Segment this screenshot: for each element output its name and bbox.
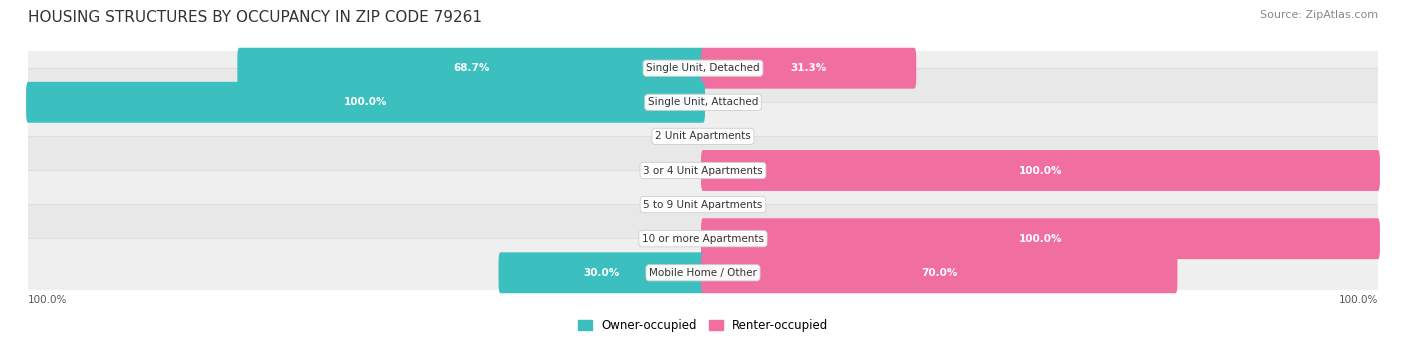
- Text: 0.0%: 0.0%: [720, 131, 747, 142]
- Text: 0.0%: 0.0%: [720, 97, 747, 107]
- Text: 10 or more Apartments: 10 or more Apartments: [643, 234, 763, 244]
- FancyBboxPatch shape: [702, 252, 1177, 293]
- FancyBboxPatch shape: [25, 102, 1381, 170]
- Text: 0.0%: 0.0%: [659, 199, 686, 210]
- Text: 5 to 9 Unit Apartments: 5 to 9 Unit Apartments: [644, 199, 762, 210]
- Text: Single Unit, Attached: Single Unit, Attached: [648, 97, 758, 107]
- Text: Source: ZipAtlas.com: Source: ZipAtlas.com: [1260, 10, 1378, 20]
- Text: HOUSING STRUCTURES BY OCCUPANCY IN ZIP CODE 79261: HOUSING STRUCTURES BY OCCUPANCY IN ZIP C…: [28, 10, 482, 25]
- FancyBboxPatch shape: [702, 218, 1379, 259]
- FancyBboxPatch shape: [238, 48, 704, 89]
- FancyBboxPatch shape: [25, 170, 1381, 239]
- Text: 100.0%: 100.0%: [344, 97, 387, 107]
- Text: 3 or 4 Unit Apartments: 3 or 4 Unit Apartments: [643, 165, 763, 176]
- Text: 100.0%: 100.0%: [1019, 234, 1062, 244]
- Text: 0.0%: 0.0%: [720, 199, 747, 210]
- FancyBboxPatch shape: [702, 150, 1379, 191]
- Text: 100.0%: 100.0%: [1019, 165, 1062, 176]
- Text: Mobile Home / Other: Mobile Home / Other: [650, 268, 756, 278]
- Text: 0.0%: 0.0%: [659, 131, 686, 142]
- Legend: Owner-occupied, Renter-occupied: Owner-occupied, Renter-occupied: [572, 314, 834, 337]
- Text: Single Unit, Detached: Single Unit, Detached: [647, 63, 759, 73]
- Text: 0.0%: 0.0%: [659, 165, 686, 176]
- FancyBboxPatch shape: [27, 82, 704, 123]
- Text: 2 Unit Apartments: 2 Unit Apartments: [655, 131, 751, 142]
- Text: 68.7%: 68.7%: [453, 63, 489, 73]
- Text: 31.3%: 31.3%: [790, 63, 827, 73]
- Text: 70.0%: 70.0%: [921, 268, 957, 278]
- FancyBboxPatch shape: [499, 252, 704, 293]
- Text: 100.0%: 100.0%: [1339, 295, 1378, 305]
- FancyBboxPatch shape: [25, 239, 1381, 307]
- Text: 100.0%: 100.0%: [28, 295, 67, 305]
- FancyBboxPatch shape: [25, 34, 1381, 102]
- FancyBboxPatch shape: [25, 68, 1381, 136]
- FancyBboxPatch shape: [702, 48, 917, 89]
- FancyBboxPatch shape: [25, 136, 1381, 205]
- FancyBboxPatch shape: [25, 205, 1381, 273]
- Text: 30.0%: 30.0%: [583, 268, 620, 278]
- Text: 0.0%: 0.0%: [659, 234, 686, 244]
